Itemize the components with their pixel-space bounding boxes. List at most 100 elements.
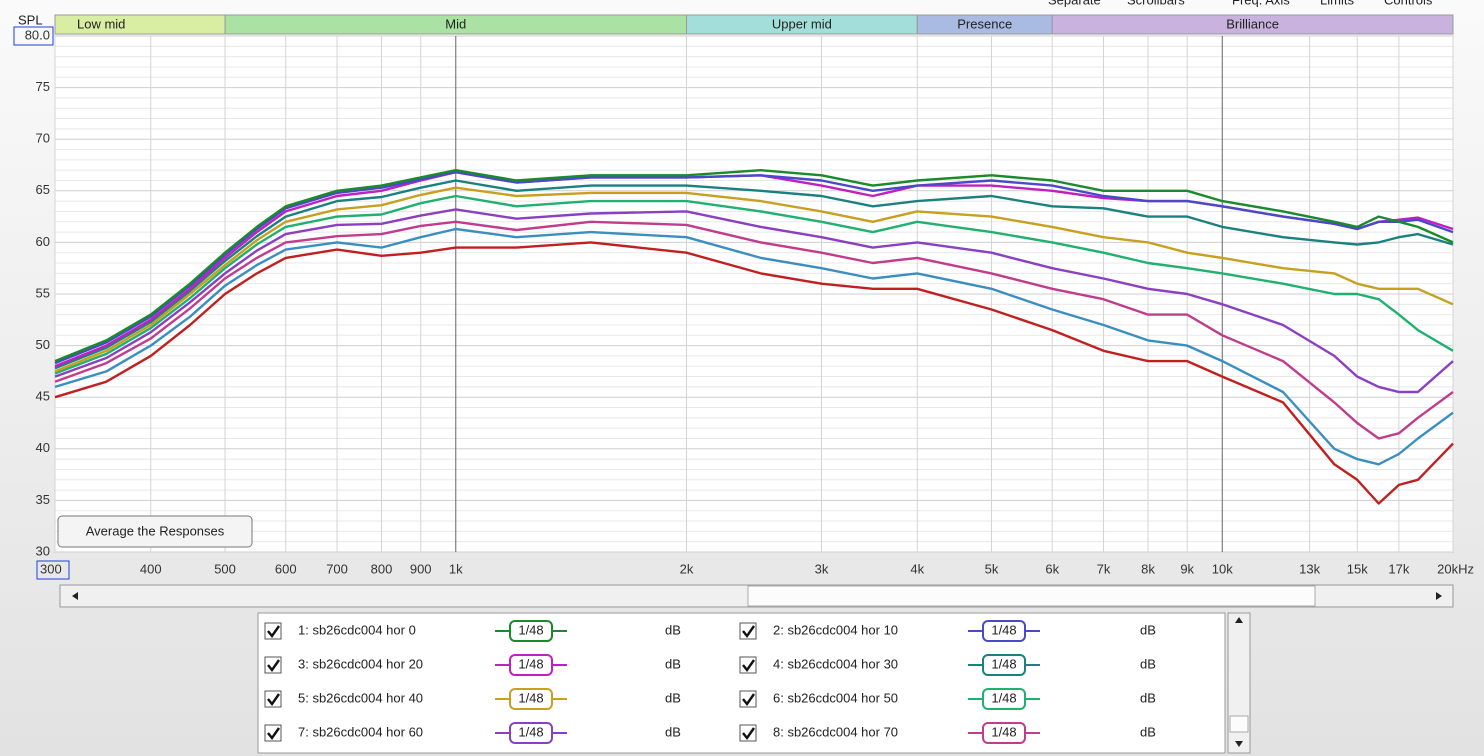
band-label: Low mid [77,16,125,31]
response-curve [54,220,1454,440]
x-tick-label: 500 [214,561,236,576]
legend-name: 7: sb26cdc004 hor 60 [298,724,423,739]
grid [54,35,1454,553]
x-tick-label: 13k [1299,561,1320,576]
x-tick-label: 7k [1097,561,1111,576]
legend: 1: sb26cdc004 hor 0 1/48 dB 2: sb26cdc004 h… [264,620,1156,744]
y-tick-label: 60 [36,234,50,249]
y-tick-label: 40 [36,440,50,455]
y-tick-label: 80.0 [25,27,50,42]
band-label: Upper mid [772,16,832,31]
x-tick-label: 600 [275,561,297,576]
smoothing-label: 1/48 [518,622,543,637]
checkmark[interactable] [742,727,755,741]
response-curve [54,194,1454,375]
legend-unit: dB [665,724,681,739]
legend-scroll-down[interactable] [1235,741,1243,747]
legend-name: 3: sb26cdc004 hor 20 [298,656,423,671]
bands: Low mid Mid Upper mid Presence Brilliance [54,14,1454,35]
smoothing-badge[interactable] [509,688,553,710]
x-tick-label: 20kHz [1437,561,1474,576]
band [1051,14,1454,35]
y-limit-box [13,26,54,46]
button-frame[interactable] [57,515,253,548]
x-tick-label: 700 [326,561,348,576]
response-curve [54,227,1454,466]
toolbar-item[interactable]: Controls [1384,0,1433,7]
y-tick-label: 30 [36,543,50,558]
legend-scroll-up[interactable] [1235,617,1243,623]
band-label: Mid [445,16,466,31]
horizontal-scrollbar[interactable] [59,584,1454,608]
x-tick-label: 900 [410,561,432,576]
checkmark[interactable] [267,693,280,707]
y-tick-label: 70 [36,131,50,146]
smoothing-badge[interactable] [982,722,1026,744]
smoothing-label: 1/48 [518,724,543,739]
checkmark[interactable] [267,659,280,673]
y-tick-label: 65 [36,182,50,197]
response-curve [54,179,1454,370]
smoothing-label: 1/48 [991,622,1016,637]
response-curve [54,169,1454,363]
checkmark[interactable] [267,625,280,639]
smoothing-label: 1/48 [518,690,543,705]
legend-unit: dB [1140,622,1156,637]
legend-unit: dB [665,656,681,671]
toolbar-item[interactable]: Separate [1048,0,1101,7]
toolbar-item[interactable]: Freq. Axis [1232,0,1290,7]
toolbar: Separate Scrollbars Freq. Axis Limits Contro… [1048,0,1433,7]
smoothing-label: 1/48 [991,690,1016,705]
smoothing-badge[interactable] [509,722,553,744]
checkmark[interactable] [742,693,755,707]
legend-scroll-thumb[interactable] [1229,715,1249,733]
y-tick-label: 55 [36,285,50,300]
response-curve [54,171,1454,365]
x-tick-label: 10k [1212,561,1233,576]
legend-unit: dB [665,622,681,637]
response-curve [54,241,1454,505]
legend-name: 4: sb26cdc004 hor 30 [773,656,898,671]
x-tick-label: 15k [1347,561,1368,576]
x-tick-label: 400 [140,561,162,576]
x-tick-label: 2k [680,561,694,576]
legend-name: 2: sb26cdc004 hor 10 [773,622,898,637]
average-button[interactable]: Average the Responses [57,515,253,548]
smoothing-label: 1/48 [518,656,543,671]
x-tick-label: 8k [1141,561,1155,576]
band-label: Brilliance [1226,16,1279,31]
button-label[interactable]: Average the Responses [86,523,225,538]
scroll-thumb[interactable] [747,585,1316,607]
scroll-right[interactable] [1436,592,1442,600]
x-tick-label: 6k [1045,561,1059,576]
legend-name: 5: sb26cdc004 hor 40 [298,690,423,705]
toolbar-item[interactable]: Scrollbars [1127,0,1185,7]
smoothing-badge[interactable] [982,620,1026,642]
x-tick-label: 800 [371,561,393,576]
scroll-left[interactable] [72,592,78,600]
x-tick-label: 9k [1180,561,1194,576]
legend-unit: dB [1140,656,1156,671]
x-limit-box [36,560,70,580]
response-curve [54,186,1454,373]
x-tick-label: 1k [449,561,463,576]
checkmark[interactable] [267,727,280,741]
x-tick-label: 17k [1388,561,1409,576]
x-tick-label: 3k [815,561,829,576]
smoothing-label: 1/48 [991,656,1016,671]
y-tick-label: 75 [36,79,50,94]
smoothing-badge[interactable] [982,688,1026,710]
legend-unit: dB [1140,724,1156,739]
curves [54,169,1454,505]
legend-scrollbar[interactable] [1227,612,1251,754]
toolbar-item[interactable]: Limits [1320,0,1354,7]
smoothing-badge[interactable] [982,654,1026,676]
y-tick-label: 50 [36,337,50,352]
legend-unit: dB [1140,690,1156,705]
checkmark[interactable] [742,659,755,673]
smoothing-badge[interactable] [509,620,553,642]
smoothing-badge[interactable] [509,654,553,676]
checkmark[interactable] [742,625,755,639]
legend-unit: dB [665,690,681,705]
